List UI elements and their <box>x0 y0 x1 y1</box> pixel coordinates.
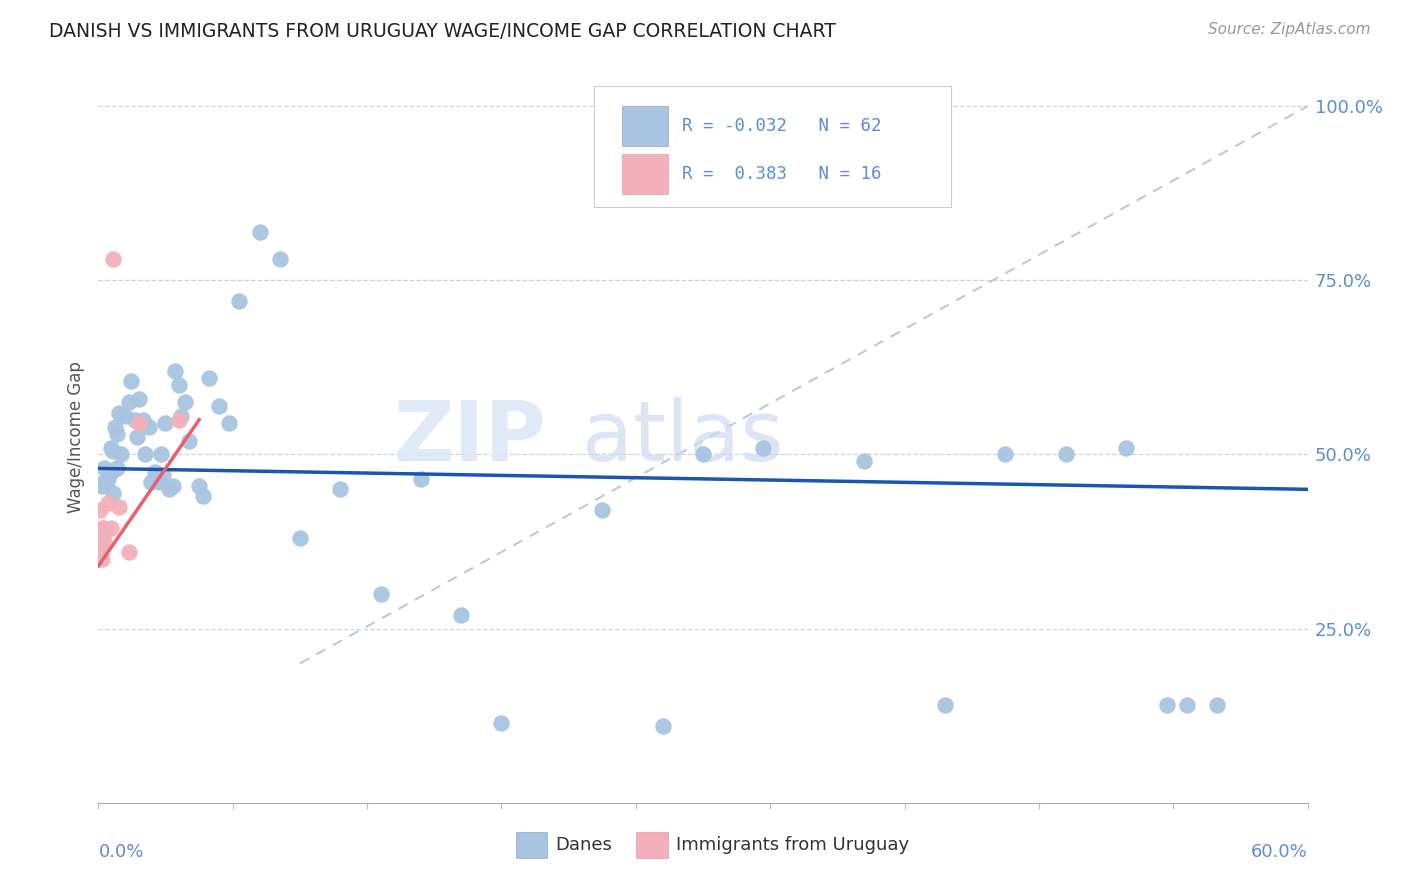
Point <box>170 409 193 424</box>
Point <box>128 416 150 430</box>
Point <box>100 521 122 535</box>
Text: Immigrants from Uruguay: Immigrants from Uruguay <box>676 836 910 855</box>
Text: atlas: atlas <box>582 397 783 477</box>
Point <box>1054 448 1077 462</box>
Point <box>450 607 472 622</box>
Point <box>934 698 956 713</box>
Point <box>1156 698 1178 713</box>
Point <box>329 483 352 497</box>
Point <box>93 461 115 475</box>
Point <box>1175 698 1198 713</box>
Point <box>134 448 156 462</box>
Point <box>149 448 172 462</box>
Point <box>409 472 432 486</box>
Text: 0.0%: 0.0% <box>98 843 143 861</box>
Point <box>132 412 155 426</box>
Point <box>370 587 392 601</box>
Point <box>118 395 141 409</box>
Point <box>167 412 190 426</box>
Text: ZIP: ZIP <box>394 397 546 477</box>
Point <box>752 441 775 455</box>
Point <box>152 468 174 483</box>
Y-axis label: Wage/Income Gap: Wage/Income Gap <box>67 361 86 513</box>
Text: Source: ZipAtlas.com: Source: ZipAtlas.com <box>1208 22 1371 37</box>
Text: DANISH VS IMMIGRANTS FROM URUGUAY WAGE/INCOME GAP CORRELATION CHART: DANISH VS IMMIGRANTS FROM URUGUAY WAGE/I… <box>49 22 837 41</box>
Point <box>692 448 714 462</box>
Bar <box>621 106 668 146</box>
Point <box>139 475 162 490</box>
Point <box>249 225 271 239</box>
Point <box>107 500 129 514</box>
Bar <box>516 832 547 858</box>
Point <box>125 430 148 444</box>
Point <box>218 416 240 430</box>
Point <box>118 545 141 559</box>
Point <box>269 252 291 267</box>
Point <box>179 434 201 448</box>
Point <box>107 406 129 420</box>
FancyBboxPatch shape <box>595 86 950 207</box>
Bar <box>621 153 668 194</box>
Point <box>89 538 111 552</box>
Point <box>138 419 160 434</box>
Text: R =  0.383   N = 16: R = 0.383 N = 16 <box>682 165 882 183</box>
Point <box>651 719 673 733</box>
Point <box>288 531 311 545</box>
Point <box>93 521 115 535</box>
Point <box>101 444 124 458</box>
Point <box>103 419 125 434</box>
Text: Danes: Danes <box>555 836 613 855</box>
Point <box>174 395 197 409</box>
Point <box>105 461 128 475</box>
Point <box>96 475 118 490</box>
Point <box>100 465 122 479</box>
Point <box>228 294 250 309</box>
Point <box>208 399 231 413</box>
Bar <box>637 832 668 858</box>
Point <box>491 715 513 730</box>
Point <box>1206 698 1229 713</box>
Point <box>193 489 215 503</box>
Point <box>97 472 120 486</box>
Point <box>101 252 124 267</box>
Point <box>1115 441 1137 455</box>
Point <box>128 392 150 406</box>
Point <box>91 531 114 545</box>
Point <box>91 552 114 566</box>
Point <box>188 479 211 493</box>
Point <box>162 479 184 493</box>
Point <box>89 503 111 517</box>
Point <box>101 485 124 500</box>
Point <box>96 524 118 538</box>
Point <box>100 441 122 455</box>
Text: 60.0%: 60.0% <box>1251 843 1308 861</box>
Point <box>124 412 146 426</box>
Point <box>198 371 221 385</box>
Point <box>97 496 120 510</box>
Point <box>91 521 114 535</box>
Text: R = -0.032   N = 62: R = -0.032 N = 62 <box>682 117 882 136</box>
Point <box>167 377 190 392</box>
Point <box>110 448 132 462</box>
Point <box>91 479 114 493</box>
Point <box>153 416 176 430</box>
Point <box>105 426 128 441</box>
Point <box>163 364 186 378</box>
Point <box>93 534 115 549</box>
Point <box>114 409 136 424</box>
Point <box>148 475 170 490</box>
Point <box>120 375 142 389</box>
Point <box>853 454 876 468</box>
Point <box>89 545 111 559</box>
Point <box>157 483 180 497</box>
Point <box>994 448 1017 462</box>
Point <box>93 475 115 490</box>
Point <box>143 465 166 479</box>
Point <box>591 503 613 517</box>
